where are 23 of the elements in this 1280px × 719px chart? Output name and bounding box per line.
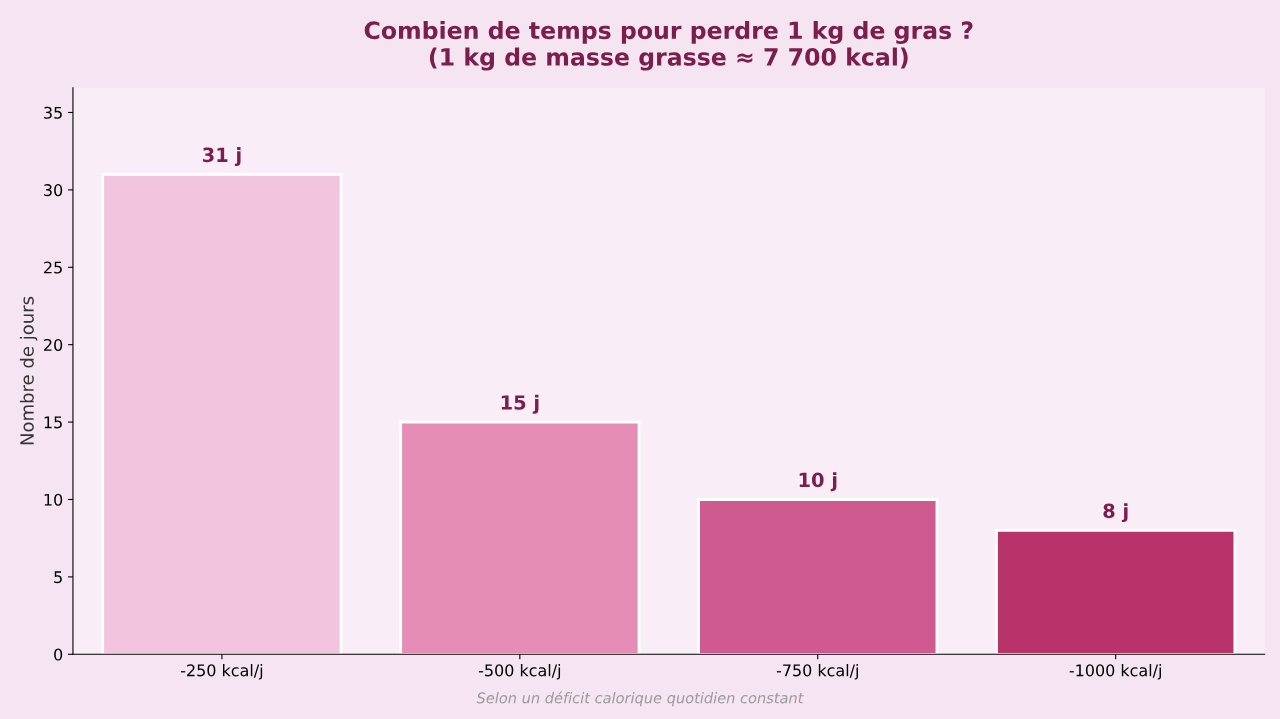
x-tick-label: -500 kcal/j [478,664,561,680]
y-tick-label: 20 [44,338,63,351]
y-tick-label: 10 [44,493,63,506]
bar [995,529,1237,655]
data-label: 10 j [799,472,837,492]
y-axis-title: Nombre de jours [19,296,38,445]
y-tick-label: 35 [44,106,62,119]
data-label: 15 j [501,394,539,414]
bar [101,173,343,655]
x-tick-label: -1000 kcal/j [1069,664,1161,680]
text: Selon un déficit calorique quotidien constant [476,691,804,707]
bar [697,498,939,655]
y-tick-label: 5 [54,571,62,584]
data-label: 8 j [1103,503,1128,523]
y-tick-label: 0 [54,648,63,661]
x-tick-label: -750 kcal/j [776,664,858,680]
bar [399,420,641,655]
x-tick-label: -250 kcal/j [181,664,263,680]
data-label: 31 j [202,147,241,167]
y-tick-label: 25 [44,261,62,274]
chart-title: Combien de temps pour perdre 1 kg de gras ? (1 kg de masse grasse ≈ 7 700 kcal) [364,20,973,71]
y-tick-label: 15 [44,416,62,429]
y-tick-label: 30 [44,184,63,197]
